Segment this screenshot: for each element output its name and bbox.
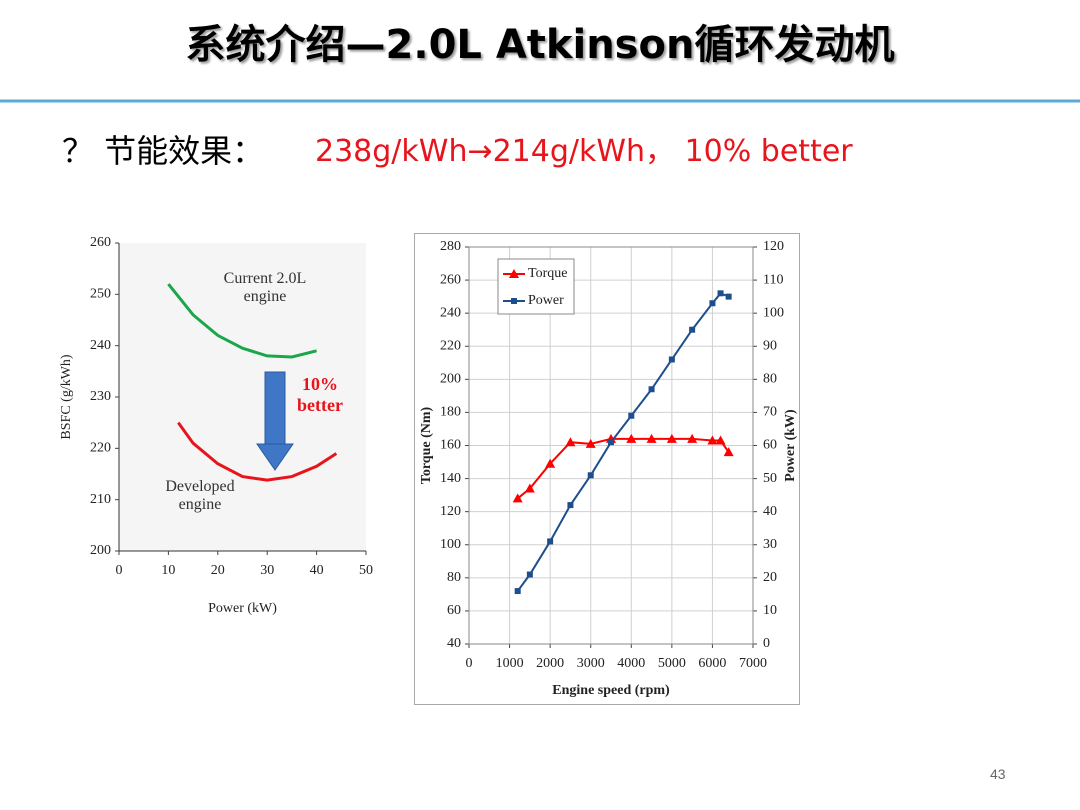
marker bbox=[567, 502, 574, 509]
y2-tick-label: 40 bbox=[763, 504, 777, 519]
marker bbox=[547, 538, 554, 545]
legend-marker bbox=[509, 269, 519, 278]
y-tick-label: 220 bbox=[90, 441, 111, 456]
marker bbox=[545, 458, 556, 468]
y-axis-title: Torque (Nm) bbox=[419, 406, 434, 484]
x-tick-label: 7000 bbox=[739, 656, 767, 671]
series-line bbox=[517, 437, 730, 500]
marker bbox=[626, 433, 637, 443]
y-tick-label: 250 bbox=[90, 287, 111, 302]
y2-tick-label: 50 bbox=[763, 471, 777, 486]
x-tick-label: 3000 bbox=[577, 656, 605, 671]
y-tick-label: 240 bbox=[90, 338, 111, 353]
marker bbox=[585, 438, 596, 448]
marker bbox=[526, 571, 533, 578]
y-tick-label: 280 bbox=[440, 239, 461, 254]
y2-tick-label: 70 bbox=[763, 405, 777, 420]
x-tick-label: 30 bbox=[260, 563, 274, 578]
y2-tick-label: 0 bbox=[763, 636, 770, 651]
y-tick-label: 140 bbox=[440, 471, 461, 486]
marker bbox=[666, 433, 677, 443]
y-tick-label: 180 bbox=[440, 405, 461, 420]
marker bbox=[587, 472, 594, 479]
chart-frame bbox=[414, 233, 800, 705]
y2-tick-label: 20 bbox=[763, 570, 777, 585]
y-tick-label: 220 bbox=[440, 338, 461, 353]
marker bbox=[707, 435, 718, 445]
page-number: 43 bbox=[990, 766, 1006, 782]
y-tick-label: 200 bbox=[90, 543, 111, 558]
slide-title: 系统介绍—2.0L Atkinson循环发动机 bbox=[185, 22, 895, 68]
series-line bbox=[167, 283, 317, 359]
legend-box bbox=[497, 258, 575, 315]
marker bbox=[723, 447, 734, 457]
marker bbox=[717, 290, 724, 297]
legend-label: Torque bbox=[528, 266, 567, 281]
y-tick-label: 230 bbox=[90, 389, 111, 404]
y-tick-label: 260 bbox=[90, 235, 111, 250]
y-tick-label: 40 bbox=[447, 636, 461, 651]
y-tick-label: 60 bbox=[447, 603, 461, 618]
x-tick-label: 4000 bbox=[617, 656, 645, 671]
plot-bg bbox=[119, 243, 366, 551]
y-tick-label: 260 bbox=[440, 272, 461, 287]
bullet-label: ？ 节能效果： bbox=[62, 132, 265, 170]
x-tick-label: 40 bbox=[310, 563, 324, 578]
x-tick-label: 2000 bbox=[536, 656, 564, 671]
x-tick-label: 0 bbox=[466, 656, 473, 671]
marker bbox=[689, 326, 696, 333]
arrow bbox=[256, 371, 294, 471]
marker bbox=[648, 386, 655, 393]
marker bbox=[628, 412, 635, 419]
y-tick-label: 210 bbox=[90, 492, 111, 507]
y2-axis-title: Power (kW) bbox=[783, 409, 798, 482]
x-axis-title: Power (kW) bbox=[208, 601, 277, 616]
y-tick-label: 240 bbox=[440, 305, 461, 320]
marker bbox=[709, 300, 716, 307]
marker bbox=[646, 433, 657, 443]
y-tick-label: 160 bbox=[440, 438, 461, 453]
legend-marker bbox=[511, 298, 517, 304]
bullet-value: 238g/kWh→214g/kWh， 10% better bbox=[315, 134, 853, 169]
y2-tick-label: 90 bbox=[763, 338, 777, 353]
marker bbox=[715, 435, 726, 445]
x-tick-label: 1000 bbox=[496, 656, 524, 671]
y-tick-label: 80 bbox=[447, 570, 461, 585]
y2-tick-label: 80 bbox=[763, 372, 777, 387]
series-label: Current 2.0L engine bbox=[223, 270, 307, 306]
marker bbox=[725, 293, 732, 300]
marker bbox=[565, 437, 576, 447]
marker bbox=[512, 493, 523, 503]
y2-tick-label: 30 bbox=[763, 537, 777, 552]
series-line bbox=[516, 292, 730, 592]
series-line bbox=[177, 421, 338, 482]
x-tick-label: 50 bbox=[359, 563, 373, 578]
x-axis-title: Engine speed (rpm) bbox=[552, 683, 670, 698]
x-tick-label: 0 bbox=[116, 563, 123, 578]
y-tick-label: 120 bbox=[440, 504, 461, 519]
marker bbox=[524, 483, 535, 493]
y2-tick-label: 60 bbox=[763, 438, 777, 453]
annotation: 10% better bbox=[297, 374, 343, 415]
x-tick-label: 10 bbox=[161, 563, 175, 578]
plot-border bbox=[468, 246, 754, 645]
marker bbox=[668, 356, 675, 363]
legend-label: Power bbox=[528, 293, 564, 308]
y-tick-label: 100 bbox=[440, 537, 461, 552]
y2-tick-label: 100 bbox=[763, 305, 784, 320]
marker bbox=[687, 433, 698, 443]
y2-tick-label: 110 bbox=[763, 272, 783, 287]
x-tick-label: 5000 bbox=[658, 656, 686, 671]
y2-tick-label: 10 bbox=[763, 603, 777, 618]
y-axis-title: BSFC (g/kWh) bbox=[59, 354, 74, 440]
marker bbox=[514, 588, 521, 595]
y2-tick-label: 120 bbox=[763, 239, 784, 254]
marker bbox=[608, 439, 614, 446]
y-tick-label: 200 bbox=[440, 372, 461, 387]
series-label: Developed engine bbox=[165, 478, 235, 514]
x-tick-label: 20 bbox=[211, 563, 225, 578]
x-tick-label: 6000 bbox=[698, 656, 726, 671]
